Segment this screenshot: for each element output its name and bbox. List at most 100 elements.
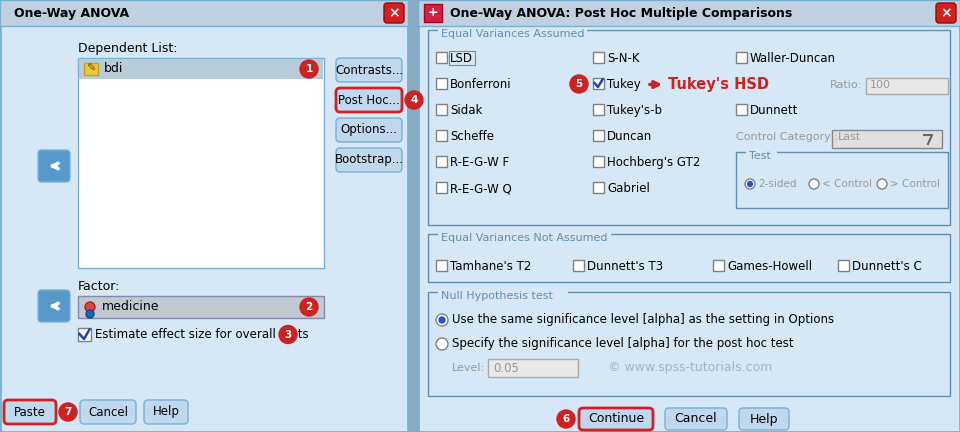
FancyBboxPatch shape [38, 150, 70, 182]
Text: Bonferroni: Bonferroni [450, 78, 512, 91]
Text: ×: × [388, 6, 399, 20]
Text: Control Category :: Control Category : [736, 131, 838, 142]
Circle shape [439, 317, 445, 323]
Text: Sidak: Sidak [450, 104, 482, 117]
Text: Cancel: Cancel [88, 406, 128, 419]
Text: Gabriel: Gabriel [607, 182, 650, 195]
Text: 6: 6 [563, 414, 569, 424]
Bar [79, 59, 323, 79]
Text: Options...: Options... [341, 124, 397, 137]
Bar [424, 4, 442, 22]
Text: 7: 7 [64, 407, 72, 417]
Bar [0, 0, 408, 432]
FancyBboxPatch shape [665, 408, 727, 430]
Circle shape [85, 302, 95, 312]
Text: Tukey's HSD: Tukey's HSD [668, 77, 769, 92]
Text: 3: 3 [284, 330, 292, 340]
Text: Contrasts...: Contrasts... [335, 64, 403, 76]
Circle shape [86, 310, 94, 318]
Text: Duncan: Duncan [607, 130, 652, 143]
Circle shape [279, 325, 297, 343]
FancyBboxPatch shape [336, 88, 402, 112]
FancyBboxPatch shape [384, 3, 404, 23]
Text: Level:: Level: [452, 363, 485, 373]
Text: Test: Test [749, 151, 771, 161]
Bar [436, 104, 447, 115]
Bar [736, 52, 747, 63]
Circle shape [405, 91, 423, 109]
Text: ×: × [940, 6, 951, 20]
Bar [418, 0, 960, 432]
Text: S-N-K: S-N-K [607, 52, 639, 65]
Text: Use the same significance level [alpha] as the setting in Options: Use the same significance level [alpha] … [452, 314, 834, 327]
Bar [593, 182, 604, 193]
Text: Continue: Continue [588, 413, 644, 426]
Bar [78, 296, 324, 318]
Text: LSD: LSD [450, 52, 473, 65]
Text: Dunnett's C: Dunnett's C [852, 260, 922, 273]
Text: 5: 5 [575, 79, 583, 89]
Text: 2: 2 [305, 302, 313, 312]
Bar [438, 233, 612, 243]
Text: Help: Help [750, 413, 779, 426]
FancyBboxPatch shape [336, 148, 402, 172]
Bar [488, 359, 578, 377]
Bar [78, 58, 324, 268]
Text: bdi: bdi [104, 63, 124, 76]
FancyBboxPatch shape [936, 3, 956, 23]
Bar [746, 151, 777, 161]
Bar [593, 52, 604, 63]
Text: R-E-G-W F: R-E-G-W F [450, 156, 509, 169]
FancyBboxPatch shape [38, 290, 70, 322]
Bar [436, 156, 447, 167]
Text: 4: 4 [410, 95, 418, 105]
Bar [436, 130, 447, 141]
Text: Null Hypothesis test: Null Hypothesis test [441, 291, 553, 301]
Text: > Control: > Control [890, 179, 940, 189]
Text: R-E-G-W Q: R-E-G-W Q [450, 182, 512, 195]
Text: Tukey's-b: Tukey's-b [607, 104, 662, 117]
Text: medicine: medicine [102, 301, 159, 314]
Bar [428, 234, 950, 282]
Text: Post Hoc...: Post Hoc... [338, 93, 400, 107]
Text: Tukey: Tukey [607, 78, 640, 91]
Bar [438, 29, 587, 39]
Text: Dependent List:: Dependent List: [78, 42, 178, 55]
FancyBboxPatch shape [4, 400, 56, 424]
Bar [832, 130, 942, 148]
Bar [573, 260, 584, 271]
Text: Equal Variances Not Assumed: Equal Variances Not Assumed [441, 233, 608, 243]
Bar [838, 260, 849, 271]
Bar [78, 328, 91, 341]
Bar [736, 152, 948, 208]
Bar [2, 26, 406, 404]
Text: Specify the significance level [alpha] for the post hoc test: Specify the significance level [alpha] f… [452, 337, 794, 350]
FancyBboxPatch shape [336, 118, 402, 142]
Text: Scheffe: Scheffe [450, 130, 494, 143]
Text: Hochberg's GT2: Hochberg's GT2 [607, 156, 701, 169]
Text: 2-sided: 2-sided [758, 179, 797, 189]
Text: Ratio:: Ratio: [830, 79, 862, 89]
Text: Waller-Duncan: Waller-Duncan [750, 52, 836, 65]
Text: Tamhane's T2: Tamhane's T2 [450, 260, 532, 273]
Text: Estimate effect size for overall tests: Estimate effect size for overall tests [95, 328, 308, 341]
Bar [593, 130, 604, 141]
FancyBboxPatch shape [336, 58, 402, 82]
Bar [593, 78, 604, 89]
Text: One-Way ANOVA: One-Way ANOVA [14, 6, 130, 19]
Text: Bootstrap...: Bootstrap... [334, 153, 403, 166]
Bar [593, 156, 604, 167]
Text: Cancel: Cancel [675, 413, 717, 426]
Bar [438, 291, 568, 301]
Text: Equal Variances Assumed: Equal Variances Assumed [441, 29, 585, 39]
Bar [428, 292, 950, 396]
Text: Paste: Paste [14, 406, 46, 419]
Text: Factor:: Factor: [78, 280, 120, 293]
Bar [84, 63, 98, 75]
Text: Dunnett: Dunnett [750, 104, 799, 117]
Text: +: + [428, 6, 439, 19]
Text: One-Way ANOVA: Post Hoc Multiple Comparisons: One-Way ANOVA: Post Hoc Multiple Compari… [450, 6, 792, 19]
Text: Last: Last [838, 131, 861, 142]
Bar [593, 104, 604, 115]
FancyBboxPatch shape [579, 408, 653, 430]
